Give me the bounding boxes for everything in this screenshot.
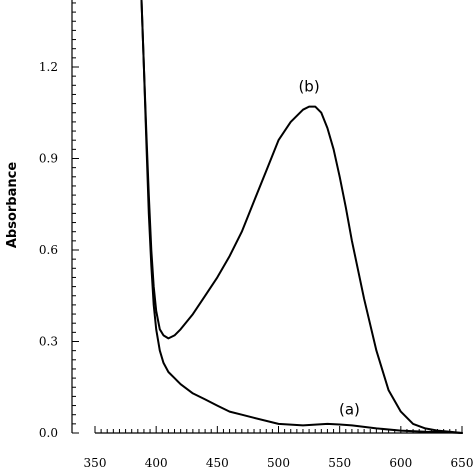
x-tick-label: 650 <box>451 456 474 470</box>
series-line-a <box>140 0 463 434</box>
series-line-b <box>140 0 463 434</box>
series-annotation: (a) <box>339 401 360 419</box>
ticks <box>72 2 463 434</box>
y-tick-label: 0.6 <box>39 243 58 257</box>
y-tick-label: 0.0 <box>39 426 58 440</box>
x-tick-label: 550 <box>328 456 351 470</box>
tick-labels: 350 400 450 500 550 600 650 0.0 0.3 0.6 0.9 1.2 <box>39 60 474 470</box>
x-tick-label: 600 <box>389 456 412 470</box>
series-annotation: (b) <box>298 77 319 95</box>
curves <box>140 0 463 434</box>
y-tick-label: 0.3 <box>39 335 58 349</box>
x-tick-label: 400 <box>145 456 168 470</box>
annotations: (b) (a) <box>298 77 359 418</box>
x-tick-label: 350 <box>84 456 107 470</box>
x-tick-label: 450 <box>206 456 229 470</box>
axes <box>71 0 462 434</box>
y-tick-label: 1.2 <box>39 60 58 74</box>
x-tick-label: 500 <box>267 456 290 470</box>
y-tick-label: 0.9 <box>39 152 58 166</box>
y-axis-title: Absorbance <box>5 162 20 248</box>
